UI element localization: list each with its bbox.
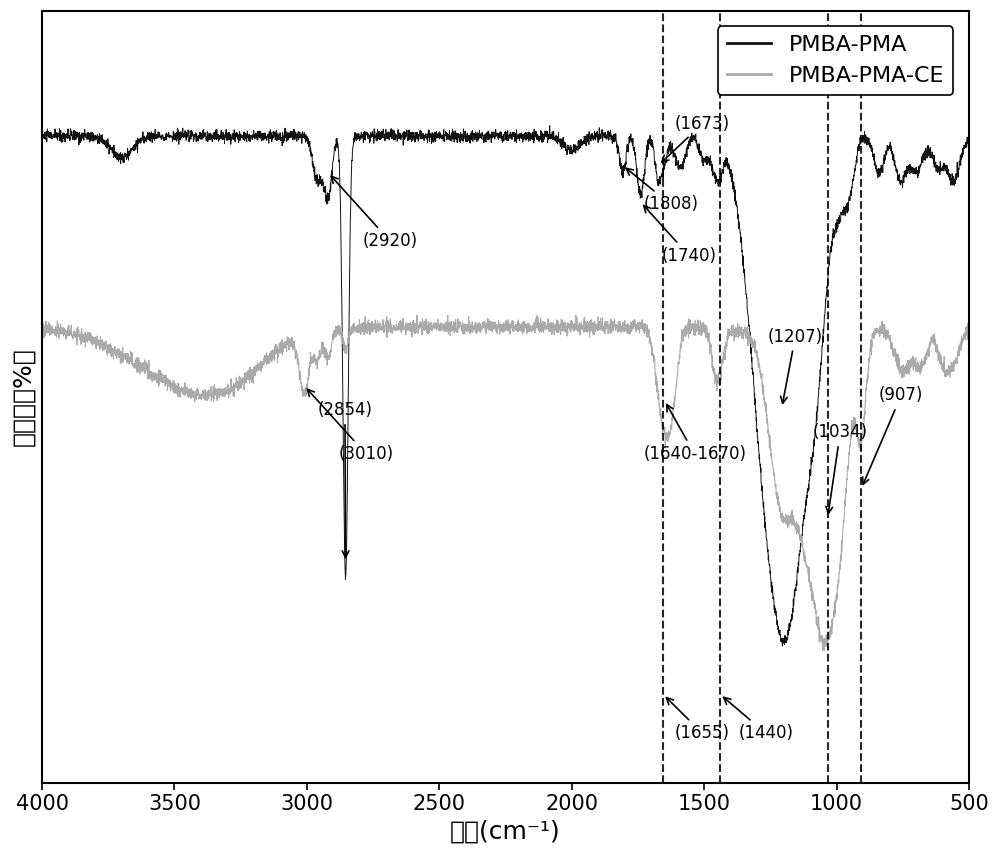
Y-axis label: 透过率（%）: 透过率（%） xyxy=(11,347,35,446)
Text: (2854): (2854) xyxy=(317,401,372,557)
Text: (1673): (1673) xyxy=(662,115,730,162)
Text: (1207): (1207) xyxy=(768,327,823,404)
Text: (1655): (1655) xyxy=(666,698,730,742)
PMBA-PMA xyxy=(544,121,556,131)
Text: (1808): (1808) xyxy=(626,168,698,214)
PMBA-PMA xyxy=(476,129,488,139)
PMBA-PMA xyxy=(36,127,48,137)
PMBA-PMA-CE xyxy=(817,646,829,656)
X-axis label: 波长(cm⁻¹): 波长(cm⁻¹) xyxy=(450,820,561,844)
Line: PMBA-PMA: PMBA-PMA xyxy=(42,126,969,646)
Text: (1034): (1034) xyxy=(813,423,868,514)
PMBA-PMA-CE xyxy=(889,345,901,356)
Text: (1740): (1740) xyxy=(644,205,717,265)
PMBA-PMA-CE xyxy=(963,320,975,330)
PMBA-PMA xyxy=(963,133,975,144)
PMBA-PMA-CE xyxy=(411,310,423,321)
PMBA-PMA-CE xyxy=(710,374,722,385)
PMBA-PMA xyxy=(776,640,788,651)
PMBA-PMA-CE xyxy=(426,321,438,331)
PMBA-PMA xyxy=(935,166,947,176)
Text: (1440): (1440) xyxy=(724,698,794,742)
PMBA-PMA-CE xyxy=(935,353,947,363)
Text: (2920): (2920) xyxy=(331,176,418,251)
PMBA-PMA-CE xyxy=(477,321,489,331)
Line: PMBA-PMA-CE: PMBA-PMA-CE xyxy=(42,315,969,651)
PMBA-PMA xyxy=(433,128,445,139)
PMBA-PMA xyxy=(889,156,901,166)
PMBA-PMA-CE xyxy=(36,332,48,342)
Text: (3010): (3010) xyxy=(307,389,394,463)
Text: (907): (907) xyxy=(863,386,923,485)
Legend: PMBA-PMA, PMBA-PMA-CE: PMBA-PMA, PMBA-PMA-CE xyxy=(718,27,953,95)
Text: (1640-1670): (1640-1670) xyxy=(643,404,746,463)
PMBA-PMA-CE xyxy=(433,319,445,329)
PMBA-PMA xyxy=(710,170,722,180)
PMBA-PMA xyxy=(425,139,437,149)
